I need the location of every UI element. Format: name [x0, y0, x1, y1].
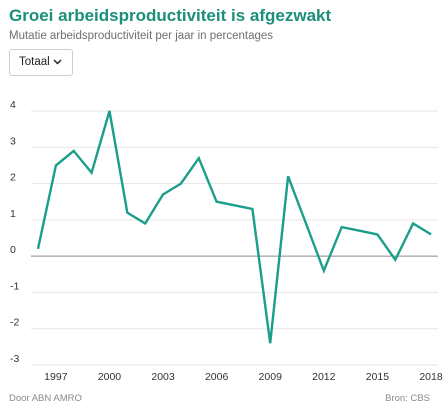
data-point [55, 164, 57, 166]
chevron-down-icon [53, 55, 62, 69]
data-point [73, 150, 75, 152]
x-tick-label: 2003 [151, 371, 175, 383]
data-point [215, 201, 217, 203]
series-select-dropdown[interactable]: Totaal [9, 49, 73, 76]
data-point [162, 193, 164, 195]
data-point [269, 342, 271, 344]
x-tick-label: 2012 [312, 371, 336, 383]
chart-title: Groei arbeidsproductiviteit is afgezwakt [9, 6, 332, 25]
data-point [394, 259, 396, 261]
series-select-value: Totaal [19, 56, 50, 68]
chart-subtitle: Mutatie arbeidsproductiviteit per jaar i… [9, 30, 274, 42]
y-tick-label: 3 [10, 135, 16, 147]
data-point [90, 171, 92, 173]
data-point [430, 233, 432, 235]
data-point [412, 222, 414, 224]
data-point [305, 222, 307, 224]
data-point [198, 157, 200, 159]
x-tick-label: 2000 [98, 371, 122, 383]
data-point [180, 182, 182, 184]
footer-author: Door ABN AMRO [9, 393, 82, 404]
x-tick-label: 2015 [366, 371, 390, 383]
data-point [323, 269, 325, 271]
y-tick-label: 4 [10, 99, 16, 111]
data-point [287, 175, 289, 177]
data-point [37, 248, 39, 250]
data-point [251, 208, 253, 210]
y-tick-label: 0 [10, 244, 16, 256]
data-point [144, 222, 146, 224]
data-point [233, 204, 235, 206]
series-line [36, 110, 432, 344]
x-tick-label: 2018 [419, 371, 443, 383]
x-tick-label: 2009 [259, 371, 283, 383]
x-tick-label: 1997 [44, 371, 68, 383]
data-point [108, 110, 110, 112]
y-tick-label: 1 [10, 208, 16, 220]
data-point [358, 230, 360, 232]
data-point [126, 211, 128, 213]
y-tick-label: 2 [10, 172, 16, 184]
x-tick-label: 2006 [205, 371, 229, 383]
data-point [376, 233, 378, 235]
y-tick-label: -3 [10, 353, 19, 365]
footer-source: Bron: CBS [385, 393, 430, 404]
data-point [340, 226, 342, 228]
y-tick-label: -2 [10, 317, 19, 329]
y-tick-label: -1 [10, 280, 19, 292]
